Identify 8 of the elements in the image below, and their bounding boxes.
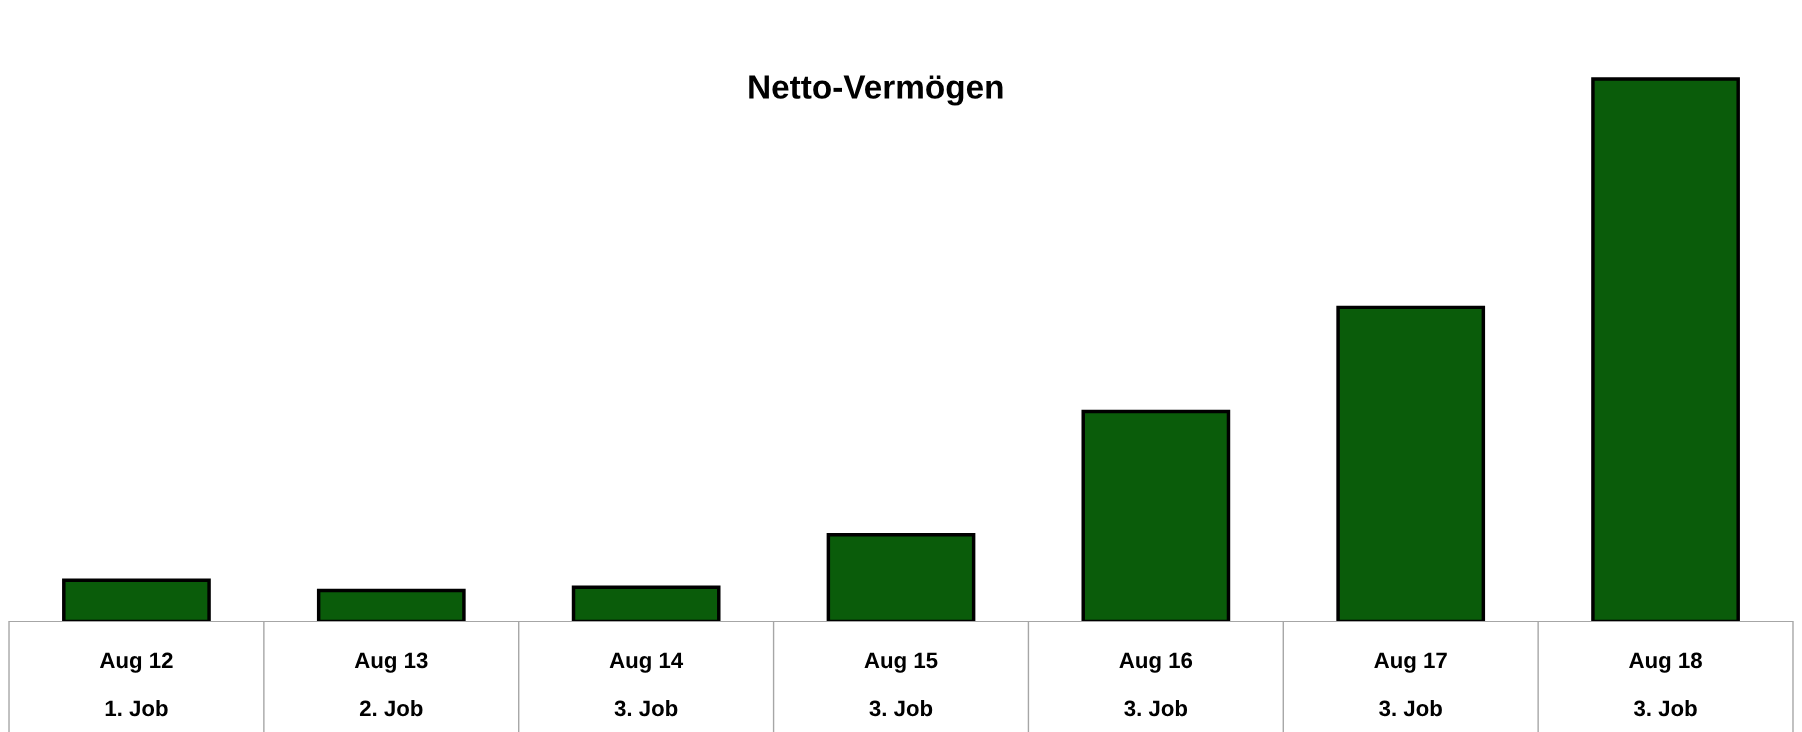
category-label: Aug 12 1. Job xyxy=(99,652,173,717)
chart-title: Netto-Vermögen xyxy=(749,75,1003,106)
category-label: Aug 17 3. Job xyxy=(1374,652,1447,717)
category-label: Aug 16 3. Job xyxy=(1119,652,1193,717)
category-label: Aug 15 3. Job xyxy=(864,652,938,717)
category-label: Aug 18 3. Job xyxy=(1629,652,1702,717)
category-label: Aug 14 3. Job xyxy=(609,652,684,717)
category-label: Aug 13 2. Job xyxy=(354,652,428,717)
